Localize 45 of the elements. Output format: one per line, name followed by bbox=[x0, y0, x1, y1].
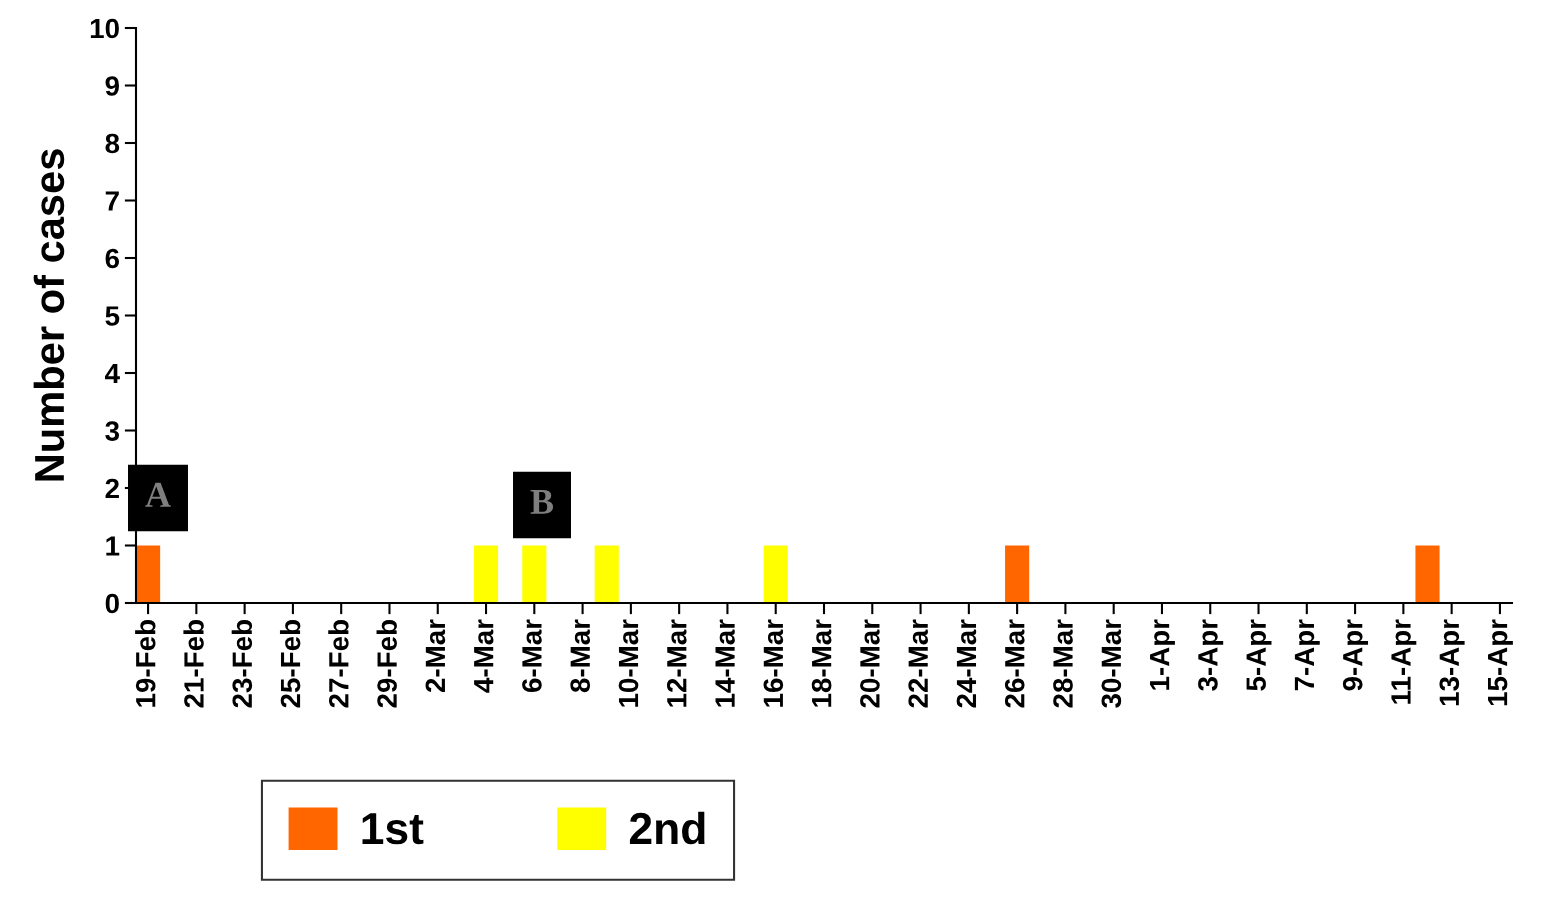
legend-label: 2nd bbox=[629, 811, 705, 845]
x-tick-label: 14-Mar bbox=[715, 619, 735, 707]
x-tick-label: 28-Mar bbox=[1053, 619, 1073, 708]
x-tick-label: 24-Mar bbox=[956, 619, 977, 708]
x-tick-label: 13-Apr bbox=[1439, 619, 1465, 706]
x-tick-label: 21-Feb bbox=[183, 620, 204, 708]
y-tick-label: 9 bbox=[105, 76, 119, 96]
y-tick-label: 4 bbox=[105, 363, 120, 384]
x-tick-label: 4-Mar bbox=[474, 619, 494, 693]
x-tick-label: 25-Feb bbox=[279, 620, 301, 708]
x-tick-label: 7-Apr bbox=[1294, 619, 1320, 691]
x-tick-label: 12-Mar bbox=[666, 619, 687, 707]
x-tick-label: 9-Apr bbox=[1342, 619, 1369, 691]
x-tick-label: 30-Mar bbox=[1101, 619, 1122, 708]
y-tick-label: 8 bbox=[105, 133, 120, 154]
x-tick-label: 23-Feb bbox=[231, 620, 253, 708]
y-tick-label: 7 bbox=[105, 191, 119, 211]
y-tick-label: 6 bbox=[105, 248, 120, 269]
x-tick-label: 6-Mar bbox=[522, 619, 542, 693]
x-tick-label: 27-Feb bbox=[328, 620, 349, 708]
x-tick-label: 16-Mar bbox=[763, 619, 784, 707]
x-tick-label: 15-Apr bbox=[1488, 619, 1513, 706]
x-tick-label: 19-Feb bbox=[135, 620, 156, 707]
x-tick-label: 29-Feb bbox=[376, 620, 397, 708]
x-tick-label: 18-Mar bbox=[811, 619, 832, 707]
annotation: A bbox=[145, 482, 171, 507]
x-tick-label: 22-Mar bbox=[908, 619, 929, 708]
x-tick-label: 8-Mar bbox=[570, 619, 591, 693]
legend-label: 1st bbox=[362, 813, 424, 845]
x-tick-label: 5-Apr bbox=[1246, 619, 1272, 691]
y-tick-label: 1 bbox=[106, 536, 120, 556]
y-tick-label: 2 bbox=[105, 478, 119, 499]
y-tick-label: 10 bbox=[90, 18, 119, 39]
y-tick-label: 0 bbox=[105, 593, 119, 614]
x-tick-label: 11-Apr bbox=[1391, 619, 1417, 704]
annotation: B bbox=[530, 490, 554, 514]
x-tick-label: 20-Mar bbox=[860, 619, 880, 708]
y-tick-label: 3 bbox=[105, 421, 120, 441]
x-tick-label: 1-Apr bbox=[1150, 619, 1175, 690]
y-axis-title: Number of cases bbox=[33, 149, 65, 481]
x-tick-label: 3-Apr bbox=[1198, 619, 1224, 691]
x-tick-label: 2-Mar bbox=[425, 619, 446, 693]
x-tick-label: 26-Mar bbox=[1004, 619, 1025, 708]
y-tick-label: 5 bbox=[105, 306, 120, 326]
x-tick-label: 10-Mar bbox=[618, 619, 639, 707]
